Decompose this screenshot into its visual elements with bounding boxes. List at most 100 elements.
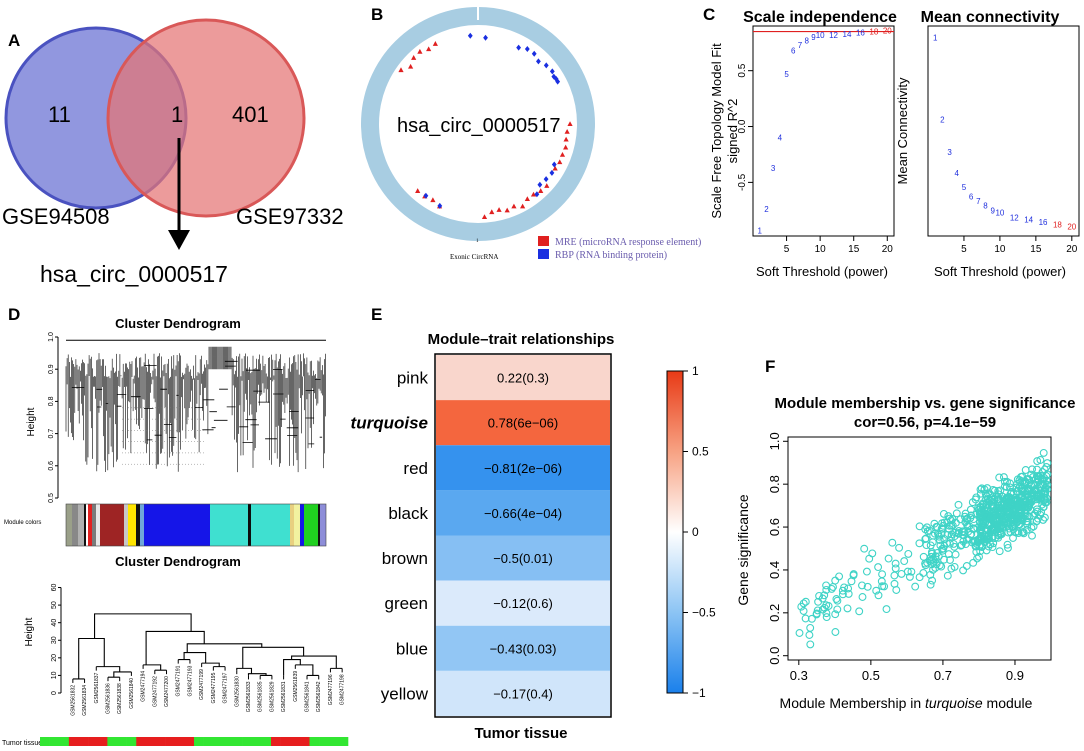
conn-point-label: 8 — [983, 202, 988, 211]
heatmap-row-label: green — [385, 594, 428, 613]
scatter-point — [972, 510, 981, 519]
scatter-point — [1027, 523, 1036, 532]
scatter-point — [806, 623, 815, 632]
heatmap-cell — [436, 355, 610, 401]
conn-point-label: 10 — [995, 209, 1004, 218]
scatter-point — [1033, 457, 1042, 466]
circos-center-label: hsa_circ_0000517 — [397, 115, 560, 137]
colorbar-tick-label: −1 — [692, 686, 706, 700]
scatter-point — [975, 536, 984, 545]
module-color-segment — [248, 504, 251, 546]
scatter-point — [994, 519, 1003, 528]
heatmap-cell-value: −0.17(0.4) — [493, 686, 553, 701]
scatter-point — [799, 607, 808, 615]
scale-independence-frame — [752, 25, 895, 237]
scatter-point — [831, 576, 840, 585]
tissue-segment — [338, 737, 349, 746]
mre-marker — [524, 196, 530, 202]
tissue-segment — [165, 737, 176, 746]
venn-left-label: GSE94508 — [2, 204, 110, 229]
y-tick-label: 0 — [51, 691, 58, 695]
mre-marker — [530, 191, 537, 197]
legend-rbp-label: RBP (RNA binding protein) — [555, 250, 667, 261]
module-color-segment — [140, 504, 144, 546]
mre-marker — [559, 151, 566, 157]
x-tick-label: 0.3 — [790, 668, 808, 683]
panel-c-letter: C — [703, 5, 715, 24]
scatter-point — [947, 564, 956, 573]
circos-marks — [398, 32, 573, 220]
rbp-marker — [537, 181, 543, 188]
sample-label: GSM2561840 — [129, 678, 135, 709]
scatter-point — [831, 628, 840, 636]
r2-point-label: 5 — [784, 70, 789, 79]
scatter-point — [847, 577, 856, 586]
rbp-marker — [543, 62, 549, 69]
scatter-point — [1006, 483, 1014, 492]
conn-point-label: 7 — [976, 197, 981, 206]
scatter-point — [862, 567, 871, 576]
panel-b-letter: B — [371, 5, 383, 24]
colorbar-tick-label: −0.5 — [692, 606, 716, 620]
scatter-point — [1000, 477, 1009, 486]
tissue-segment — [309, 737, 320, 746]
scatter-point — [799, 599, 808, 608]
scatter-point — [958, 527, 967, 536]
module-color-segment — [128, 504, 136, 546]
scatter-point — [978, 503, 987, 512]
r2-point-label: 1 — [757, 226, 762, 235]
mre-marker — [567, 121, 573, 126]
y-tick-label: 1.0 — [767, 432, 782, 450]
sample-label: GSM2561832 — [70, 685, 76, 716]
scatter-point — [1021, 502, 1030, 511]
tissue-segment — [40, 737, 50, 746]
scatter-point — [1042, 481, 1051, 490]
scatter-point — [820, 591, 829, 600]
scatter-point — [919, 552, 928, 561]
scatter-point — [963, 522, 972, 531]
y-tick-label: 0.5 — [737, 63, 748, 77]
conn-point-label: 4 — [955, 169, 960, 178]
sample-label: GSM2477194 — [141, 671, 147, 702]
module-color-segment — [72, 504, 78, 546]
x-tick-label: 5 — [961, 244, 967, 255]
dendro-merges — [71, 360, 323, 445]
scatter-point — [890, 579, 899, 588]
tissue-segment — [49, 737, 60, 746]
scatter-xlabel-em: turquoise — [925, 695, 983, 711]
sample-label: GSM2477192 — [152, 676, 158, 707]
scatter-point — [950, 532, 959, 541]
module-color-segment — [210, 504, 248, 546]
scatter-point — [957, 541, 966, 549]
scatter-point — [806, 640, 815, 649]
x-tick-label: 10 — [815, 244, 827, 255]
scatter-point — [928, 538, 937, 547]
scatter-point — [947, 516, 955, 525]
tissue-segment — [174, 737, 185, 746]
tissue-segment — [280, 737, 291, 746]
heatmap-cell-value: −0.12(0.6) — [493, 596, 553, 611]
conn-point-label: 9 — [990, 206, 995, 215]
mre-marker — [398, 67, 404, 73]
rbp-marker — [551, 73, 557, 80]
mre-marker — [563, 136, 569, 142]
y-tick-label: 0.8 — [767, 475, 782, 493]
module-color-segment — [88, 504, 92, 546]
scatter-point — [903, 567, 912, 576]
scatter-point — [925, 526, 934, 535]
tissue-segment — [59, 737, 70, 746]
scatter-point — [970, 537, 978, 546]
x-tick-label: 15 — [1030, 244, 1042, 255]
scatter-point — [964, 527, 973, 536]
scale-independence-xlabel: Soft Threshold (power) — [756, 264, 888, 279]
scatter-xlabel: Module Membership in turquoise module — [780, 695, 1033, 711]
y-tick-label: 50 — [51, 601, 58, 609]
heatmap-row-label: turquoise — [351, 414, 428, 433]
scatter-point — [877, 577, 886, 586]
scatter-point — [944, 512, 953, 521]
rbp-marker — [534, 191, 540, 198]
scatter-axes: 0.3 0.5 0.7 0.9 0.0 0.2 0.4 0.6 0.8 1.0 — [767, 432, 1024, 683]
scatter-point — [1034, 477, 1043, 486]
scatter-point — [1004, 494, 1013, 503]
